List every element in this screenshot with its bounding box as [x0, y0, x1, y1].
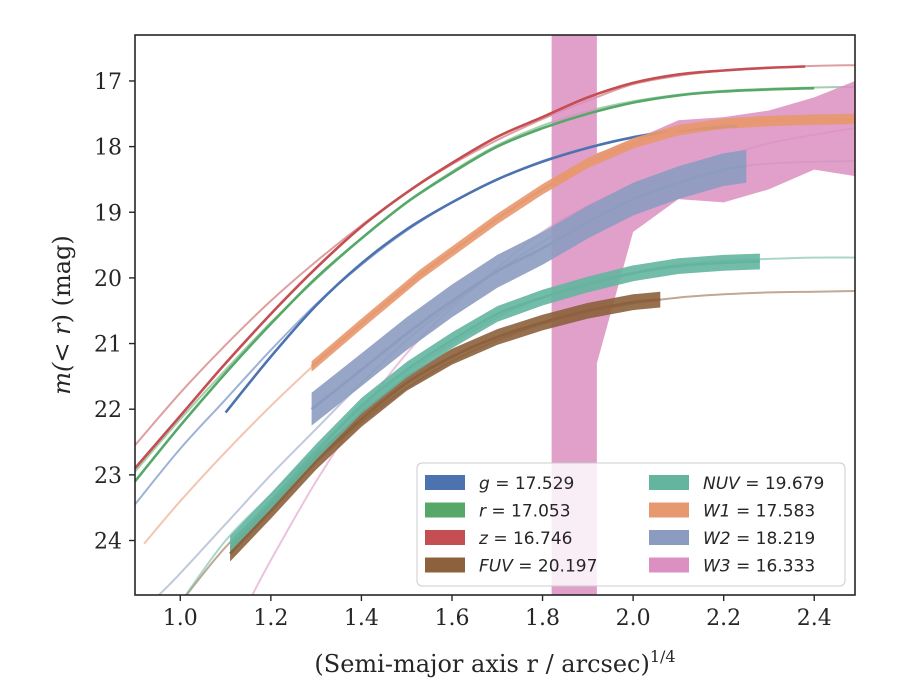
y-axis-label: m(< r) (mag) — [48, 235, 76, 395]
legend-label-g: g = 17.529 — [479, 474, 574, 494]
data-line-w2 — [310, 165, 747, 411]
x-tick-label: 1.8 — [525, 606, 560, 631]
x-tick-label: 1.0 — [163, 606, 198, 631]
data-line-fuv — [229, 298, 661, 555]
legend-label-fuv: FUV = 20.197 — [479, 557, 597, 577]
plot-frame — [134, 34, 856, 596]
legend-label-w1: W1 = 17.583 — [703, 502, 815, 522]
data-line-z — [135, 65, 806, 470]
y-tick-label: 19 — [94, 201, 122, 226]
legend-swatch-w1 — [649, 502, 689, 518]
legend-swatch-nuv — [649, 475, 689, 490]
legend-swatch-fuv — [425, 557, 465, 573]
legend-swatch-r — [425, 502, 465, 518]
y-tick-label: 18 — [94, 136, 122, 161]
y-tick-label: 17 — [94, 70, 122, 95]
data-line-r — [135, 86, 815, 483]
legend: g = 17.529 r = 17.053 z = 16.746 FUV = 20.1… — [416, 462, 846, 587]
legend-swatch-z — [425, 530, 465, 545]
y-tick-label: 22 — [94, 398, 122, 423]
y-tick-label: 24 — [94, 530, 122, 555]
data-line-w1 — [310, 117, 855, 368]
y-tick-label: 23 — [94, 464, 122, 489]
x-tick-label: 1.6 — [434, 606, 469, 631]
legend-label-r: r = 17.053 — [479, 502, 571, 522]
legend-label-nuv: NUV = 19.679 — [703, 474, 824, 494]
x-tick-label: 1.2 — [253, 606, 288, 631]
legend-label-z: z = 16.746 — [478, 529, 572, 549]
x-tick-label: 2.0 — [616, 606, 651, 631]
data-band-w3 — [551, 35, 855, 595]
x-tick-label: 1.4 — [344, 606, 379, 631]
legend-box — [416, 462, 846, 587]
x-axis-label: (Semi-major axis r / arcsec)1/4 — [314, 647, 675, 678]
axes: 1.0 1.2 1.4 1.6 1.8 2.0 2.2 2.4 17 18 19 20 21 22 23 24 — [94, 70, 832, 631]
y-tick-label: 20 — [94, 267, 122, 292]
x-tick-label: 2.4 — [797, 606, 832, 631]
data-band-nuv — [230, 253, 760, 552]
legend-swatch-w2 — [649, 530, 689, 545]
legend-swatch-w3 — [649, 557, 689, 573]
series-layer — [135, 35, 855, 595]
data-band-w2 — [311, 149, 747, 426]
legend-label-w2: W2 = 18.219 — [703, 529, 815, 549]
legend-label-w3: W3 = 16.333 — [703, 557, 815, 577]
legend-swatch-g — [425, 475, 465, 490]
data-line-nuv — [229, 260, 760, 545]
x-tick-label: 2.2 — [706, 606, 741, 631]
y-tick-label: 21 — [94, 333, 122, 358]
